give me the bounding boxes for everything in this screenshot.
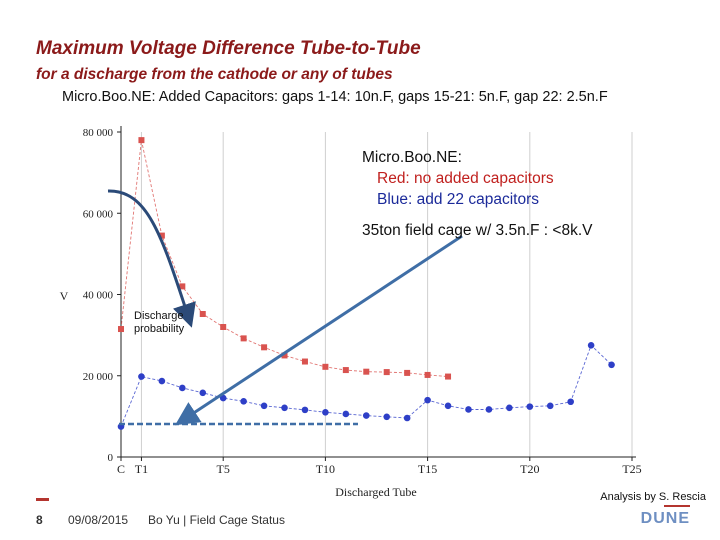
red-point xyxy=(404,369,411,376)
x-tick-label-t25: T25 xyxy=(622,462,641,476)
blue-point xyxy=(424,396,431,404)
x-axis-label: Discharged Tube xyxy=(335,485,416,499)
legend-red-entry: Red: no added capacitors xyxy=(377,170,554,187)
blue-point xyxy=(608,361,615,369)
logo-accent-bar xyxy=(664,505,690,507)
legend-box: Micro.Boo.NE: Red: no added capacitors B… xyxy=(362,147,593,241)
blue-point xyxy=(138,373,145,380)
red-point xyxy=(445,373,452,380)
x-tick-label-c: C xyxy=(117,462,125,476)
red-point xyxy=(383,369,390,376)
red-point xyxy=(424,371,431,378)
slide-title: Maximum Voltage Difference Tube-to-Tube xyxy=(36,38,421,59)
red-point xyxy=(322,363,329,370)
x-tick-label-t15: T15 xyxy=(418,462,437,476)
blue-point xyxy=(199,389,207,397)
red-point xyxy=(179,283,186,290)
blue-point xyxy=(465,406,472,413)
discharge-label-line1: Discharge xyxy=(134,310,184,322)
y-tick-label-40000: 40 000 xyxy=(83,290,114,302)
x-tick-label-t5: T5 xyxy=(217,462,230,476)
footer-date: 09/08/2015 xyxy=(68,513,129,527)
blue-point xyxy=(322,409,329,416)
red-point xyxy=(301,358,308,365)
red-point xyxy=(118,326,124,333)
blue-point xyxy=(526,403,534,410)
blue-point xyxy=(219,394,227,402)
slide-subtitle: for a discharge from the cathode or any … xyxy=(36,66,393,83)
blue-point xyxy=(444,402,452,410)
blue-point xyxy=(240,398,247,405)
discharge-label-line2: probability xyxy=(134,323,185,335)
blue-point xyxy=(260,402,268,410)
y-tick-label-60000: 60 000 xyxy=(83,208,114,220)
red-point xyxy=(363,368,370,375)
blue-point xyxy=(301,406,309,414)
blue-point xyxy=(383,413,391,421)
red-point xyxy=(342,367,349,374)
x-tick-label-t10: T10 xyxy=(316,462,335,476)
red-point xyxy=(281,352,288,359)
blue-point xyxy=(281,404,288,412)
page-number: 8 xyxy=(36,513,43,527)
blue-point xyxy=(158,377,166,385)
legend-35ton-note: 35ton field cage w/ 3.5n.F : <8k.V xyxy=(362,222,593,239)
chart-series xyxy=(117,137,615,430)
footer-accent-bar xyxy=(36,498,49,501)
blue-point xyxy=(485,406,493,413)
discharge-probability-label: Discharge probability xyxy=(134,310,184,336)
blue-point xyxy=(506,404,513,412)
discharge-probability-arrow xyxy=(107,189,196,328)
y-tick-label-20000: 20 000 xyxy=(83,371,114,383)
legend-heading: Micro.Boo.NE: xyxy=(362,149,462,166)
red-point xyxy=(240,335,247,342)
red-point xyxy=(138,137,145,144)
blue-point xyxy=(403,414,411,422)
y-tick-label-80000: 80 000 xyxy=(83,127,114,139)
footer-talk-title: Bo Yu | Field Cage Status xyxy=(148,513,285,527)
chart-axes: 0 20 000 40 000 60 000 80 000 C T1 T5 T10 T15 T20 T… xyxy=(60,126,642,499)
legend-blue-entry: Blue: add 22 capacitors xyxy=(377,191,539,208)
blue-point xyxy=(567,398,574,406)
x-tick-label-t1: T1 xyxy=(135,462,148,476)
red-point xyxy=(220,324,227,330)
capacitor-description: Micro.Boo.NE: Added Capacitors: gaps 1-1… xyxy=(62,89,608,105)
blue-point xyxy=(362,412,370,419)
blue-point xyxy=(179,384,186,392)
red-point xyxy=(261,344,268,351)
red-point xyxy=(158,232,165,239)
red-point xyxy=(199,311,206,317)
x-tick-label-t20: T20 xyxy=(520,462,539,476)
y-tick-label-0: 0 xyxy=(108,452,114,464)
dune-logo: DUNE xyxy=(640,510,690,527)
blue-point xyxy=(587,341,595,349)
blue-point xyxy=(546,402,554,410)
analysis-credit: Analysis by S. Rescia xyxy=(600,491,706,503)
threshold-arrow xyxy=(174,234,463,426)
chart-annotations xyxy=(107,189,463,426)
blue-point xyxy=(342,410,350,418)
y-axis-label: V xyxy=(60,289,69,303)
